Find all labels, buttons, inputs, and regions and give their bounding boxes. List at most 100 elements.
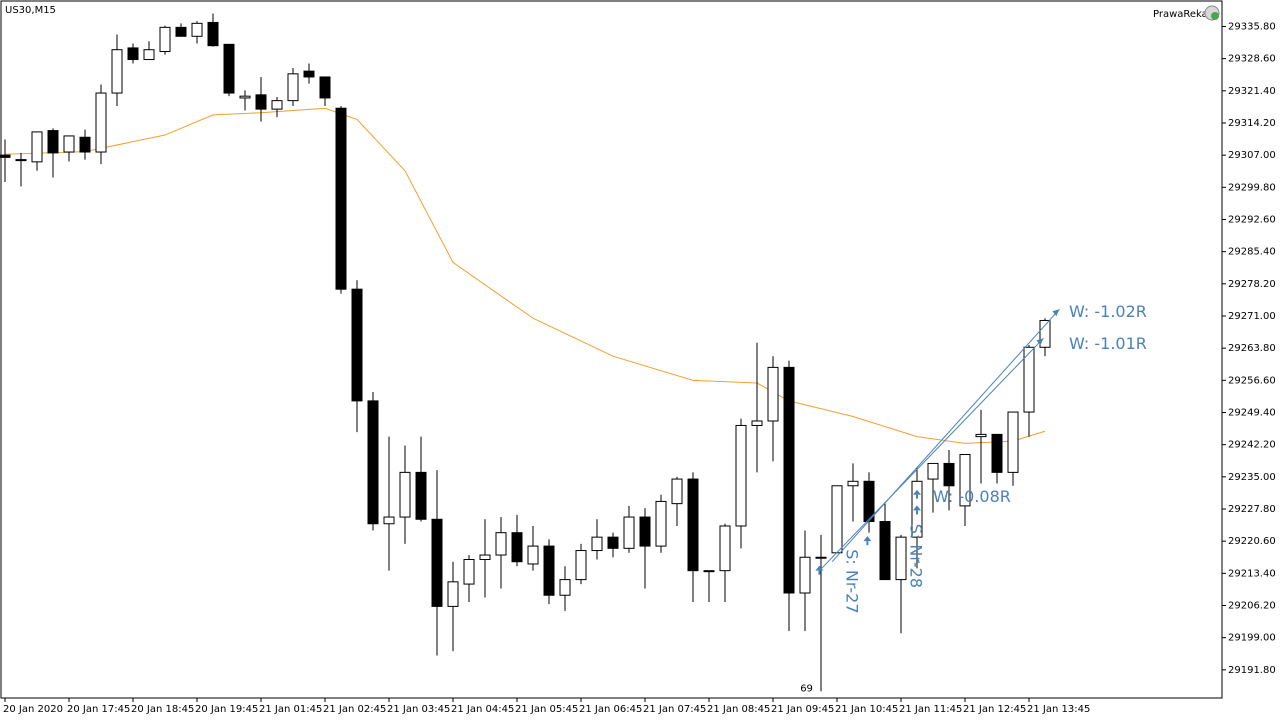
candle-body <box>671 478 683 505</box>
candle <box>591 519 603 560</box>
candle <box>127 43 139 64</box>
candle <box>223 43 235 97</box>
candle <box>831 485 843 554</box>
candle <box>303 63 315 84</box>
candle <box>559 566 571 611</box>
y-tick-label: 29191.80 <box>1228 665 1276 676</box>
x-tick-label: 20 Jan 18:45 <box>131 704 194 715</box>
y-tick-label: 29328.60 <box>1228 54 1276 65</box>
x-tick-label: 21 Jan 10:45 <box>835 704 898 715</box>
candle-body <box>47 130 59 154</box>
buy-arrow <box>913 505 921 515</box>
candle-body <box>479 554 491 560</box>
candle-body <box>463 558 475 585</box>
buy-arrow-head <box>913 505 921 511</box>
trade-annotation: S: Nr-27 <box>843 549 862 613</box>
y-tick-label: 29213.40 <box>1228 568 1276 579</box>
x-tick-label: 21 Jan 03:45 <box>387 704 450 715</box>
buy-arrow <box>913 489 921 499</box>
candle <box>751 342 763 473</box>
x-tick-label: 21 Jan 11:45 <box>899 704 962 715</box>
candle-body <box>319 76 331 99</box>
y-tick-label: 29314.20 <box>1228 118 1276 129</box>
symbol-label: US30,M15 <box>5 5 56 16</box>
candle-body <box>1039 319 1051 348</box>
trade-arrows <box>815 489 921 575</box>
moving-average <box>4 107 1046 444</box>
candle-body <box>847 480 859 487</box>
candle-body <box>687 478 699 572</box>
y-tick-label: 29199.00 <box>1228 633 1276 644</box>
y-tick-label: 29285.40 <box>1228 247 1276 258</box>
y-tick-label: 29242.20 <box>1228 440 1276 451</box>
candle-body <box>271 100 283 110</box>
candle <box>47 128 59 178</box>
candle <box>959 453 971 526</box>
candle-body <box>543 545 555 596</box>
candle <box>431 470 443 656</box>
buy-arrow-stem <box>916 494 918 499</box>
candle <box>1023 345 1035 437</box>
x-tick-label: 21 Jan 13:45 <box>1027 704 1090 715</box>
candle <box>879 503 891 581</box>
buy-arrow <box>863 536 872 546</box>
y-tick-label: 29335.80 <box>1228 21 1276 32</box>
candle-body <box>255 94 267 110</box>
candle-body <box>991 433 1003 473</box>
candle-body <box>655 500 667 547</box>
candle <box>175 23 187 37</box>
candle-body <box>159 26 171 52</box>
candle <box>895 534 907 634</box>
candle-body <box>63 135 75 153</box>
candle <box>1007 411 1019 486</box>
y-tick-label: 29299.80 <box>1228 182 1276 193</box>
candle <box>79 129 91 160</box>
candle-body <box>351 288 363 402</box>
candle-body <box>559 579 571 596</box>
candle-body <box>0 154 11 158</box>
candle <box>159 25 171 55</box>
y-tick-label: 29321.40 <box>1228 86 1276 97</box>
candle-body <box>415 471 427 520</box>
candle <box>63 135 75 162</box>
candle-body <box>495 532 507 556</box>
buy-arrow-head <box>913 489 921 495</box>
y-tick-label: 29206.20 <box>1228 601 1276 612</box>
candle <box>927 462 939 513</box>
trade-lines <box>819 308 1060 572</box>
y-tick-label: 29263.80 <box>1228 343 1276 354</box>
buy-arrow-head <box>863 536 872 542</box>
candle <box>207 13 219 47</box>
candle <box>767 356 779 462</box>
broker-label: PrawaReka <box>1153 9 1208 20</box>
trade-line-arrowhead <box>1052 309 1060 317</box>
y-tick-label: 29271.00 <box>1228 311 1276 322</box>
y-tick-label: 29278.20 <box>1228 279 1276 290</box>
candle-body <box>751 420 763 426</box>
candle-body <box>111 49 123 94</box>
trade-annotation: 69 <box>800 683 813 694</box>
broker-logo-icon <box>1204 5 1220 21</box>
candle <box>511 514 523 567</box>
candle <box>0 139 11 182</box>
candles <box>0 13 1051 692</box>
candle-body <box>767 366 779 422</box>
candle-body <box>399 471 411 518</box>
candle <box>991 433 1003 484</box>
trade-annotation: S: Nr-28 <box>907 524 926 588</box>
candle <box>719 523 731 602</box>
x-tick-label: 20 Jan 19:45 <box>195 704 258 715</box>
x-tick-label: 21 Jan 04:45 <box>451 704 514 715</box>
candle <box>543 539 555 605</box>
candle <box>319 76 331 106</box>
candle <box>943 450 955 511</box>
candle-body <box>79 136 91 153</box>
candle <box>367 391 379 531</box>
candle <box>703 570 715 602</box>
trade-line <box>831 308 1060 563</box>
candle-body <box>639 516 651 547</box>
trade-line-arrowhead <box>1036 338 1044 346</box>
candle <box>463 555 475 602</box>
candle-body <box>623 516 635 549</box>
